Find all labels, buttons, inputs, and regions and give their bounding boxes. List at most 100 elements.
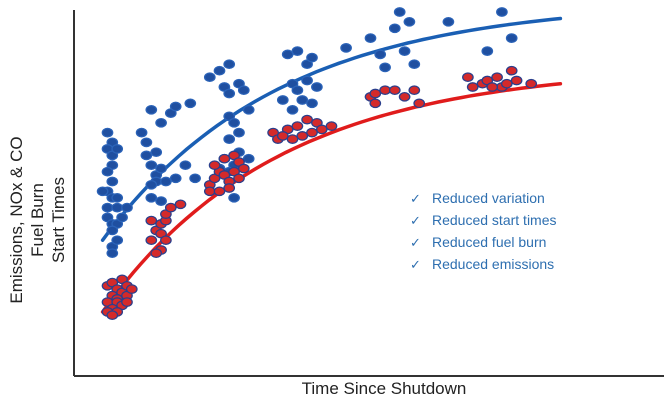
- series-0-point: [145, 160, 158, 171]
- series-0-point: [228, 192, 240, 203]
- series-0-point: [311, 82, 323, 92]
- series-0-point: [340, 43, 352, 53]
- series-0-point: [145, 192, 158, 203]
- series-0-point: [111, 192, 124, 203]
- series-1-point: [106, 310, 119, 321]
- series-0-point: [96, 186, 109, 197]
- legend: ✓ Reduced variation ✓ Reduced start time…: [410, 190, 557, 273]
- series-0-point: [398, 46, 411, 56]
- y-axis-label-line-3: Start Times: [49, 177, 68, 263]
- series-0-point: [223, 59, 236, 70]
- check-icon: ✓: [410, 258, 421, 273]
- series-1-point: [306, 127, 318, 138]
- series-0-point: [121, 202, 133, 213]
- series-1-point: [208, 160, 221, 171]
- series-1-point: [525, 78, 538, 89]
- check-icon: ✓: [410, 236, 421, 251]
- series-1-point: [486, 82, 499, 92]
- series-1-point: [213, 186, 226, 197]
- series-1-point: [379, 85, 391, 96]
- series-1-point: [500, 78, 513, 89]
- series-0-point: [135, 127, 148, 138]
- series-0-point: [101, 127, 114, 138]
- series-0-point: [496, 7, 508, 17]
- series-0-point: [111, 144, 124, 154]
- series-1-point: [203, 186, 216, 197]
- series-0-point: [150, 147, 163, 158]
- series-0-point: [442, 16, 455, 27]
- series-1-point: [125, 284, 138, 294]
- legend-item: ✓ Reduced variation: [410, 190, 545, 207]
- series-0-point: [145, 179, 158, 190]
- series-1-point: [121, 297, 133, 307]
- series-0-point: [388, 23, 401, 34]
- series-1-point: [160, 235, 172, 246]
- series-0-point: [155, 163, 167, 174]
- x-axis-label: Time Since Shutdown: [302, 379, 467, 398]
- series-1-point: [398, 91, 411, 102]
- series-1-point: [408, 85, 421, 96]
- series-1-point: [462, 72, 474, 83]
- series-0-point: [364, 33, 377, 43]
- series-0-point: [481, 46, 494, 56]
- series-0-point: [223, 134, 236, 144]
- series-1-point: [174, 199, 187, 210]
- series-0-point: [203, 72, 216, 83]
- series-0-point: [140, 137, 153, 148]
- series-0-point: [189, 173, 201, 184]
- series-1-point: [164, 202, 177, 213]
- series-0-point: [155, 117, 167, 128]
- legend-item: ✓ Reduced fuel burn: [410, 234, 546, 251]
- series-1-point: [369, 98, 382, 109]
- series-0-point: [374, 49, 387, 60]
- series-0-point: [403, 16, 416, 27]
- series-1-point: [325, 121, 338, 131]
- scatter-points: [96, 7, 538, 321]
- series-0-point: [301, 75, 313, 86]
- series-1-point: [237, 163, 250, 174]
- series-0-point: [101, 202, 114, 213]
- series-0-point: [116, 212, 128, 223]
- series-0-point: [228, 117, 240, 128]
- check-icon: ✓: [410, 192, 421, 207]
- series-1-point: [233, 173, 245, 184]
- series-1-point: [388, 85, 401, 96]
- legend-item-label: Reduced fuel burn: [432, 234, 546, 250]
- legend-item-label: Reduced start times: [432, 212, 557, 228]
- series-1-point: [276, 131, 289, 141]
- legend-item-label: Reduced variation: [432, 190, 545, 206]
- series-0-point: [155, 196, 167, 206]
- series-1-point: [150, 248, 163, 259]
- series-1-point: [145, 235, 158, 246]
- series-1-point: [510, 75, 523, 86]
- series-1-point: [291, 121, 304, 131]
- series-0-point: [306, 98, 318, 109]
- legend-item: ✓ Reduced emissions: [410, 256, 554, 273]
- series-1-point: [466, 82, 479, 92]
- trend-line: [100, 81, 563, 314]
- series-1-point: [145, 215, 158, 226]
- series-0-point: [106, 176, 119, 187]
- series-1-point: [301, 114, 313, 125]
- series-1-point: [413, 98, 426, 109]
- series-0-point: [286, 104, 299, 115]
- series-0-point: [145, 104, 158, 115]
- series-0-point: [408, 59, 421, 70]
- series-0-point: [223, 88, 236, 99]
- series-0-point: [505, 33, 518, 43]
- legend-item: ✓ Reduced start times: [410, 212, 557, 229]
- series-0-point: [233, 127, 245, 138]
- series-0-point: [242, 104, 255, 115]
- series-1-point: [491, 72, 503, 83]
- series-0-point: [160, 176, 172, 187]
- series-1-point: [286, 134, 299, 144]
- y-axis-label: Emissions, NOx & CO Fuel Burn Start Time…: [7, 136, 68, 303]
- legend-item-label: Reduced emissions: [432, 256, 554, 272]
- series-0-point: [184, 98, 197, 109]
- series-0-point: [281, 49, 294, 60]
- series-0-point: [237, 85, 250, 96]
- series-0-point: [393, 7, 406, 17]
- trend-line: [100, 16, 563, 242]
- series-0-point: [242, 153, 255, 164]
